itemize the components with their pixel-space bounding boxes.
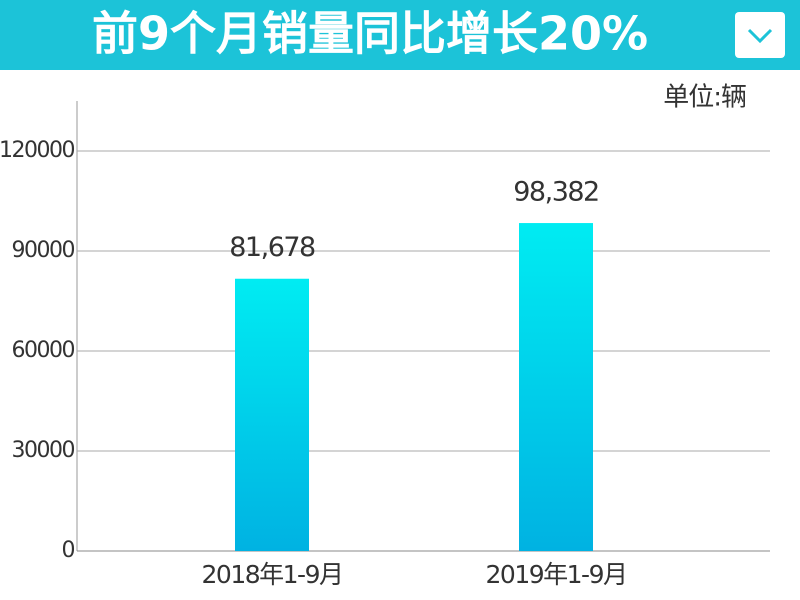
bar — [235, 278, 309, 551]
chart-title: 前9个月销量同比增长20% — [92, 7, 648, 61]
y-tick-label: 30000 — [12, 438, 75, 463]
y-tick-label: 0 — [62, 538, 75, 563]
unit-label: 单位:辆 — [663, 83, 746, 113]
dropdown-button[interactable] — [735, 12, 785, 58]
title-banner — [0, 0, 800, 70]
y-tick-label: 90000 — [12, 238, 75, 263]
y-tick-label: 120000 — [0, 138, 75, 163]
value-label: 98,382 — [513, 177, 598, 208]
value-label: 81,678 — [229, 232, 315, 263]
bar — [519, 223, 593, 551]
dropdown-arrow[interactable] — [747, 28, 773, 44]
y-tick-label: 60000 — [12, 338, 75, 363]
x-tick-label: 2018年1-9月 — [202, 560, 343, 589]
x-tick-label: 2019年1-9月 — [486, 560, 627, 589]
dropdown-box[interactable] — [735, 12, 785, 58]
